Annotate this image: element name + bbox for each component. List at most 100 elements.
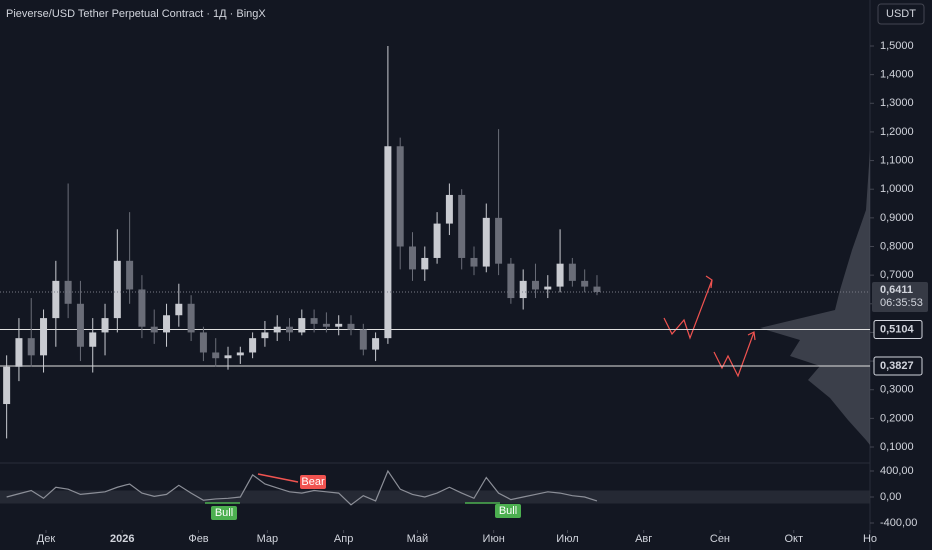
x-tick-label: Авг <box>635 533 652 545</box>
indicator-tick-label: 400,00 <box>880 465 914 477</box>
x-tick-label: Окт <box>784 533 803 545</box>
candle-body <box>507 263 515 299</box>
annotation-label: Bear <box>301 476 325 488</box>
x-tick-label: Апр <box>334 533 353 545</box>
level-label-box <box>873 356 923 376</box>
y-tick-label: 1,5000 <box>880 40 914 52</box>
drawing-arrow <box>663 279 713 340</box>
arrow-head <box>747 331 756 341</box>
candle-body <box>408 246 416 270</box>
candle-body <box>347 323 355 330</box>
candle-body <box>187 303 195 333</box>
candle-body <box>568 263 576 281</box>
x-tick-label: Июл <box>556 533 578 545</box>
candle-body <box>199 332 207 353</box>
candle-body <box>581 280 589 287</box>
y-tick-label: 0,2000 <box>880 412 914 424</box>
currency-button[interactable] <box>877 3 925 25</box>
candle-body <box>495 217 503 264</box>
last-price-label: 0,6411 <box>880 284 913 296</box>
candle-body <box>470 257 478 267</box>
currency[interactable]: USDT <box>886 8 916 20</box>
indicator-tick-label: -400,00 <box>880 517 917 529</box>
y-tick-label: 1,1000 <box>880 154 914 166</box>
candle-body <box>212 352 220 359</box>
level-label: 0,3827 <box>880 360 914 372</box>
candle-body <box>138 289 146 327</box>
x-tick-label: Сен <box>710 533 730 545</box>
annotation-label: Bull <box>499 505 517 517</box>
candle-body <box>76 303 84 347</box>
x-tick-label: Дек <box>37 533 56 545</box>
candle-body <box>163 315 171 333</box>
countdown: 06:35:53 <box>880 297 923 309</box>
candle-body <box>310 318 318 324</box>
candle-body <box>544 286 552 290</box>
y-tick-label: 0,1000 <box>880 441 914 453</box>
candle-body <box>482 217 490 267</box>
candle-body <box>224 355 232 359</box>
x-tick-label: Май <box>407 533 429 545</box>
y-tick-label: 1,3000 <box>880 97 914 109</box>
x-tick-label: Мар <box>257 533 279 545</box>
candle-body <box>421 257 429 270</box>
candle-body <box>458 194 466 258</box>
indicator-line <box>6 469 598 506</box>
x-tick-label: Июн <box>483 533 505 545</box>
x-tick-label: 2026 <box>110 533 134 545</box>
annotation-label: Bull <box>215 507 233 519</box>
level-label: 0,5104 <box>880 323 915 335</box>
indicator-tick-label: 0,00 <box>880 491 901 503</box>
candle-body <box>273 326 281 333</box>
candle-body <box>445 194 453 224</box>
candle-body <box>40 318 48 356</box>
x-tick-label: Но <box>863 533 877 545</box>
candle-body <box>126 260 134 290</box>
y-tick-label: 1,0000 <box>880 183 914 195</box>
candle-body <box>113 260 121 319</box>
y-tick-label: 1,2000 <box>880 126 914 138</box>
indicator-band <box>0 490 870 504</box>
candle-body <box>519 280 527 299</box>
candle-body <box>298 318 306 333</box>
candle-body <box>15 338 23 367</box>
candle-body <box>531 280 539 290</box>
candle-body <box>64 280 72 304</box>
y-tick-label: 1,4000 <box>880 69 914 81</box>
y-tick-label: 0,7000 <box>880 269 914 281</box>
y-tick-label: 0,9000 <box>880 212 914 224</box>
candle-body <box>359 329 367 350</box>
level-label-box <box>873 319 923 339</box>
volume-profile <box>760 150 870 445</box>
candle-body <box>322 323 330 327</box>
candle-body <box>335 323 343 327</box>
candle-body <box>27 338 35 356</box>
candle-body <box>89 332 97 347</box>
drawing-arrow <box>713 331 755 378</box>
candle-body <box>593 286 601 293</box>
candle-body <box>261 332 269 339</box>
candle-body <box>52 280 60 319</box>
candle-body <box>101 318 109 333</box>
candle-body <box>175 303 183 316</box>
last-price-box <box>872 282 928 313</box>
x-tick-label: Фев <box>188 533 208 545</box>
arrow-head <box>705 275 713 289</box>
y-tick-label: 0,3000 <box>880 384 914 396</box>
candle-body <box>384 146 392 339</box>
candle-body <box>3 366 11 405</box>
chart-title: Pieverse/USD Tether Perpetual Contract ·… <box>6 8 266 20</box>
candle-body <box>433 223 441 258</box>
annotation-box <box>211 506 237 520</box>
annotation-box <box>495 504 521 518</box>
annotation-box <box>300 475 326 489</box>
candle-body <box>372 338 380 350</box>
candle-body <box>236 352 244 356</box>
candle-body <box>556 263 564 287</box>
candle-body <box>286 326 294 333</box>
y-tick-label: 0,8000 <box>880 240 914 252</box>
candle-body <box>249 338 257 353</box>
